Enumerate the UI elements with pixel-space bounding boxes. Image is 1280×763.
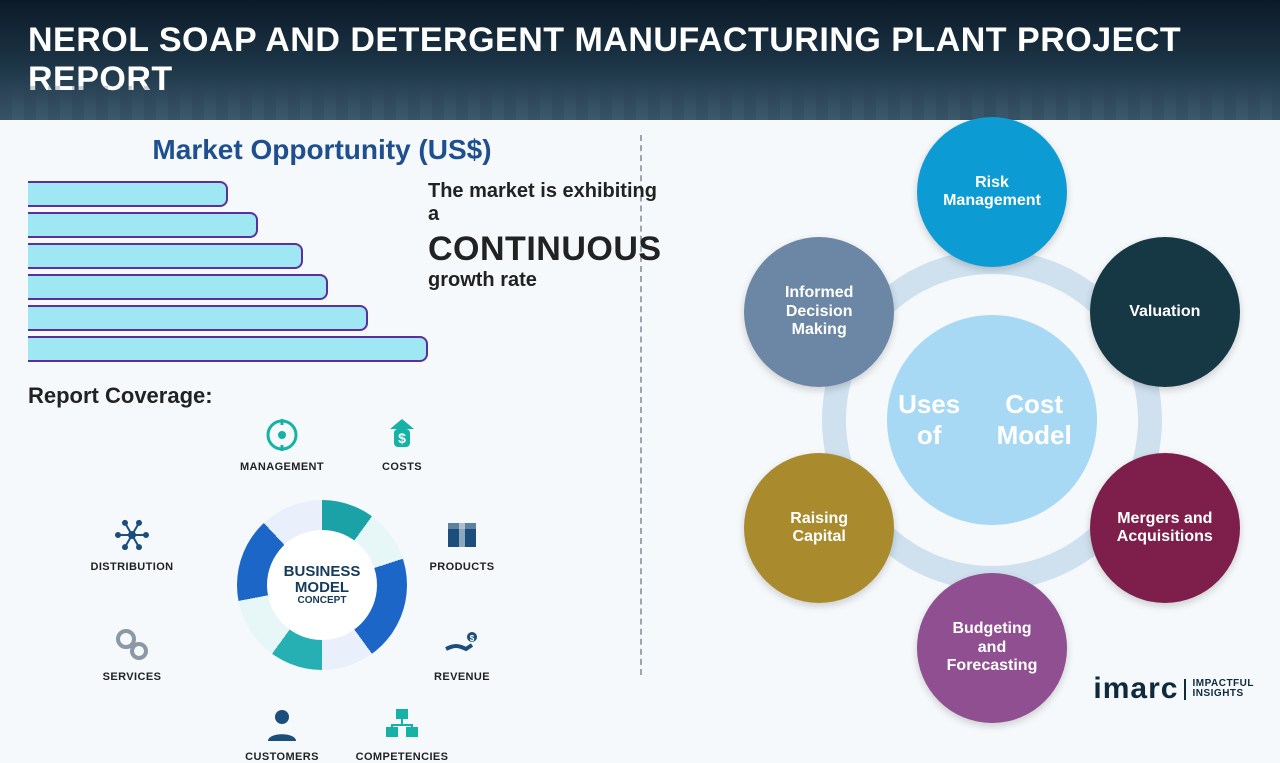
bm-node-distribution: DISTRIBUTION xyxy=(77,515,187,573)
bar xyxy=(28,212,258,238)
svg-text:$: $ xyxy=(398,430,406,446)
growth-big: CONTINUOUS xyxy=(428,230,662,269)
right-panel: Uses ofCost Model RiskManagement Valuatio… xyxy=(640,120,1280,720)
bm-line3: CONCEPT xyxy=(284,596,361,607)
bubble-label: RaisingCapital xyxy=(780,510,858,547)
bar xyxy=(28,274,328,300)
bm-node-revenue: $ REVENUE xyxy=(407,625,517,683)
business-model-diagram: BUSINESS MODEL CONCEPT MANAGEMENT $ COSTS P… xyxy=(42,415,602,755)
cost-model-center: Uses ofCost Model xyxy=(887,315,1097,525)
business-model-center-ring: BUSINESS MODEL CONCEPT xyxy=(237,500,407,670)
bm-node-costs: $ COSTS xyxy=(347,415,457,473)
market-title: Market Opportunity (US$) xyxy=(28,134,616,166)
bm-label: MANAGEMENT xyxy=(240,461,324,473)
cost-bubble: RaisingCapital xyxy=(744,453,894,603)
bubble-label: RiskManagement xyxy=(933,174,1051,211)
bar xyxy=(28,181,228,207)
bar xyxy=(28,336,428,362)
brand-logo: imarc IMPACTFUL INSIGHTS xyxy=(1093,672,1254,706)
cost-bubble: BudgetingandForecasting xyxy=(917,573,1067,723)
bm-label: PRODUCTS xyxy=(430,561,495,573)
bar-chart xyxy=(28,176,408,367)
bm-node-management: MANAGEMENT xyxy=(227,415,337,473)
bm-node-products: PRODUCTS xyxy=(407,515,517,573)
bm-label: REVENUE xyxy=(434,671,490,683)
costs-icon: $ xyxy=(382,415,422,455)
bar xyxy=(28,243,303,269)
cost-bubble: InformedDecisionMaking xyxy=(744,237,894,387)
growth-line2: growth rate xyxy=(428,269,662,292)
content: Market Opportunity (US$) The market is e… xyxy=(0,120,1280,720)
bm-label: COSTS xyxy=(382,461,422,473)
competencies-icon xyxy=(382,705,422,745)
brand-tag1: IMPACTFUL xyxy=(1192,678,1254,689)
cost-bubble: Mergers andAcquisitions xyxy=(1090,453,1240,603)
distribution-icon xyxy=(112,515,152,555)
cost-bubble: Valuation xyxy=(1090,237,1240,387)
bm-line2: MODEL xyxy=(284,580,361,596)
products-icon xyxy=(442,515,482,555)
bar xyxy=(28,305,368,331)
management-icon xyxy=(262,415,302,455)
customers-icon xyxy=(262,705,302,745)
bm-line1: BUSINESS xyxy=(284,564,361,580)
cost-bubble: RiskManagement xyxy=(917,117,1067,267)
business-model-center: BUSINESS MODEL CONCEPT xyxy=(267,530,377,640)
brand-pre: imarc xyxy=(1093,672,1178,705)
bm-label: DISTRIBUTION xyxy=(90,561,173,573)
page-title: NEROL SOAP AND DETERGENT MANUFACTURING P… xyxy=(28,21,1252,99)
header: NEROL SOAP AND DETERGENT MANUFACTURING P… xyxy=(0,0,1280,120)
bm-node-competencies: COMPETENCIES xyxy=(347,705,457,763)
bm-node-services: SERVICES xyxy=(77,625,187,683)
brand-name: imarc xyxy=(1093,672,1178,706)
growth-text: The market is exhibiting a CONTINUOUS gr… xyxy=(428,176,662,292)
bm-label: SERVICES xyxy=(103,671,162,683)
coverage-title: Report Coverage: xyxy=(28,383,616,409)
bm-node-customers: CUSTOMERS xyxy=(227,705,337,763)
svg-text:$: $ xyxy=(470,634,475,643)
bubble-label: InformedDecisionMaking xyxy=(775,284,863,339)
brand-tag2: INSIGHTS xyxy=(1192,688,1243,699)
bm-label: COMPETENCIES xyxy=(356,751,449,763)
left-panel: Market Opportunity (US$) The market is e… xyxy=(0,120,640,720)
bubble-label: Mergers andAcquisitions xyxy=(1107,510,1223,547)
bubble-label: Valuation xyxy=(1119,303,1210,321)
services-icon xyxy=(112,625,152,665)
revenue-icon: $ xyxy=(442,625,482,665)
bm-label: CUSTOMERS xyxy=(245,751,319,763)
center-line: Uses of xyxy=(887,389,971,451)
bubble-label: BudgetingandForecasting xyxy=(937,620,1048,675)
market-row: The market is exhibiting a CONTINUOUS gr… xyxy=(28,176,616,367)
center-line: Cost Model xyxy=(971,389,1097,451)
brand-tagline: IMPACTFUL INSIGHTS xyxy=(1184,679,1254,700)
growth-line1: The market is exhibiting a xyxy=(428,180,662,226)
